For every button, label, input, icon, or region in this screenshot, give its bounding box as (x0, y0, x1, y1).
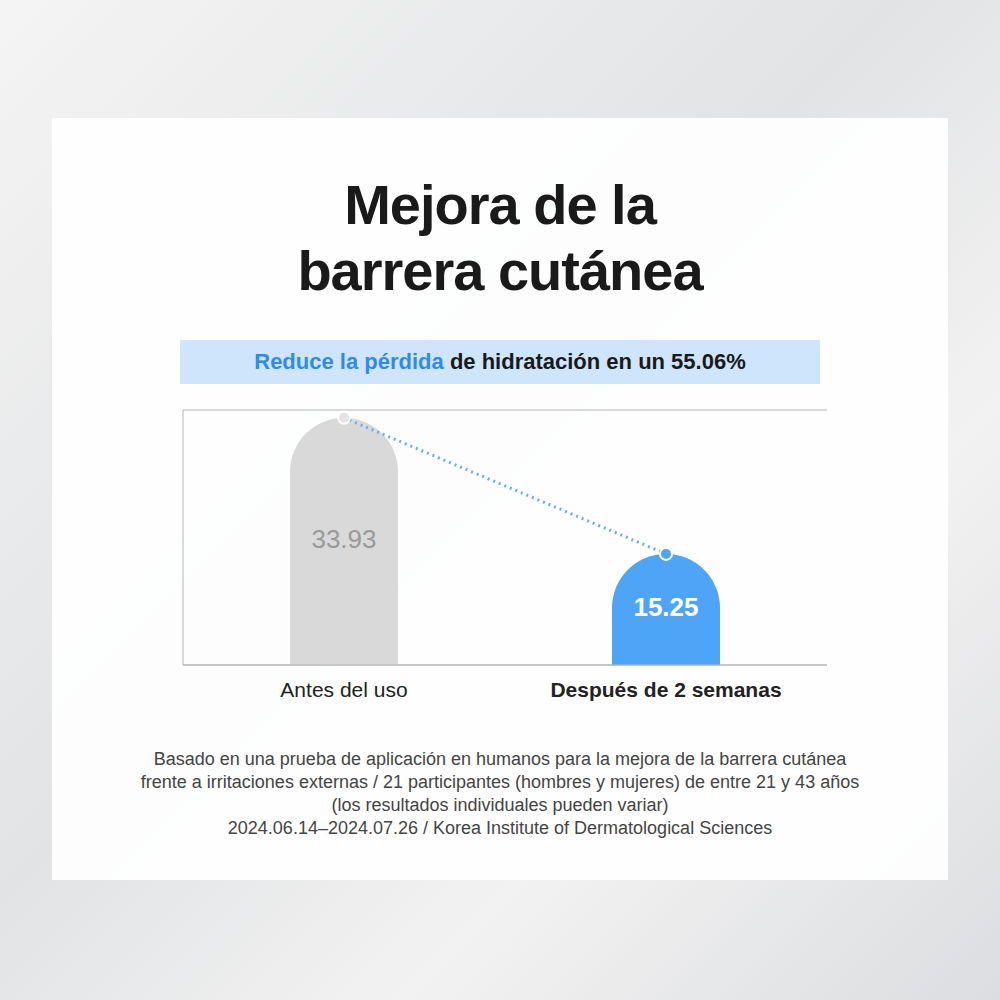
html-text:frente a irritaciones externas: frente a irritaciones externas / 21 part… (140, 772, 860, 792)
html-text:2024.06.14–2024.07.26 / Korea: 2024.06.14–2024.07.26 / Korea Institute … (227, 818, 773, 838)
svg-text:Antes del uso: Antes del uso (280, 678, 407, 701)
html-text:(los resultados individuales p: (los resultados individuales pueden vari… (331, 795, 669, 815)
html-text:Basado en una prueba de aplica: Basado en una prueba de aplicación en hu… (153, 749, 847, 769)
html-text:Mejora de la barrera cutánea: Mejora de la barrera cutánea (297, 173, 703, 302)
svg-text:33.93: 33.93 (311, 524, 376, 554)
svg-text:15.25: 15.25 (633, 592, 698, 622)
html-text:Reduce la pérdida de hidrataci: Reduce la pérdida de hidratación en un 5… (254, 349, 746, 374)
svg-text:Después de 2 semanas: Después de 2 semanas (550, 678, 781, 701)
